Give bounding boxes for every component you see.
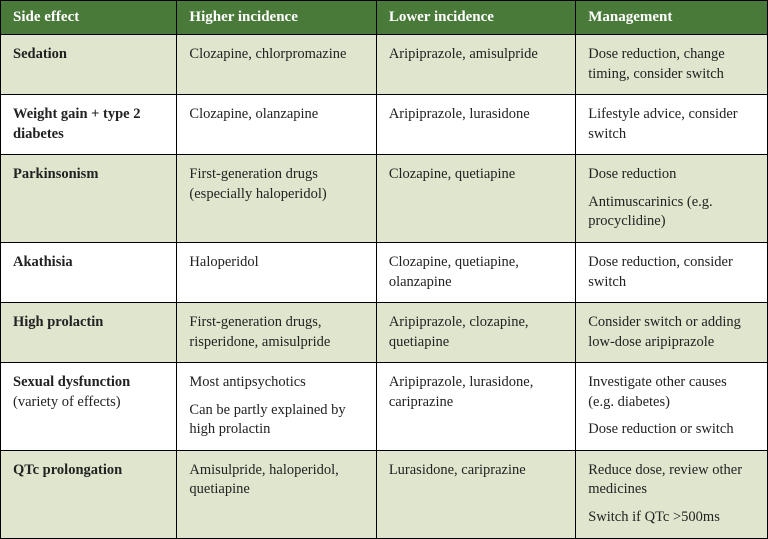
side-effect-sub: (variety of effects) [13,393,164,413]
cell-lower-incidence: Clozapine, quetiapine, olanzapine [376,242,575,302]
cell-management-text: Dose reduction or switch [588,420,755,440]
cell-management: Lifestyle advice, consider switch [576,95,768,155]
side-effect-main: Weight gain + type 2 diabetes [13,106,141,142]
cell-higher-incidence: Haloperidol [177,242,376,302]
col-header-management: Management [576,1,768,35]
cell-lower-incidence-text: Aripiprazole, amisulpride [389,45,563,65]
cell-lower-incidence-text: Clozapine, quetiapine [389,165,563,185]
cell-higher-incidence-text: First-generation drugs, risperidone, ami… [189,313,363,352]
cell-management: Dose reduction, consider switch [576,242,768,302]
side-effect-main: Sexual dysfunction [13,374,130,390]
cell-management-text: Dose reduction, consider switch [588,253,755,292]
cell-side-effect: Parkinsonism [1,155,177,243]
cell-higher-incidence: Most antipsychotics Can be partly explain… [177,363,376,451]
cell-management-text: Dose reduction [588,165,755,185]
cell-higher-incidence: Amisulpride, haloperidol, quetiapine [177,450,376,538]
table-row: Akathisia Haloperidol Clozapine, quetiapin… [1,242,768,302]
table-row: High prolactin First-generation drugs, ri… [1,303,768,363]
table-row: QTc prolongation Amisulpride, haloperidol… [1,450,768,538]
side-effect-main: High prolactin [13,314,103,330]
col-header-lower: Lower incidence [376,1,575,35]
cell-side-effect: Weight gain + type 2 diabetes [1,95,177,155]
col-header-higher: Higher incidence [177,1,376,35]
table-row: Sedation Clozapine, chlorpromazine Aripipr… [1,35,768,95]
cell-lower-incidence-text: Aripiprazole, clozapine, quetiapine [389,313,563,352]
side-effects-table: Side effect Higher incidence Lower incid… [0,0,768,539]
cell-lower-incidence: Lurasidone, cariprazine [376,450,575,538]
cell-lower-incidence: Clozapine, quetiapine [376,155,575,243]
cell-higher-incidence-text: Clozapine, chlorpromazine [189,45,363,65]
cell-higher-incidence: First-generation drugs, risperidone, ami… [177,303,376,363]
cell-management: Dose reduction Antimuscarinics (e.g. proc… [576,155,768,243]
cell-management: Dose reduction, change timing, consider … [576,35,768,95]
cell-lower-incidence: Aripiprazole, lurasidone, cariprazine [376,363,575,451]
cell-management-text: Antimuscarinics (e.g. procyclidine) [588,193,755,232]
table-row: Sexual dysfunction (variety of effects) Mo… [1,363,768,451]
cell-higher-incidence-text: Most antipsychotics [189,373,363,393]
cell-management-text: Investigate other causes (e.g. diabetes) [588,373,755,412]
cell-management: Consider switch or adding low-dose aripi… [576,303,768,363]
side-effect-main: Parkinsonism [13,166,98,182]
cell-higher-incidence-text: Clozapine, olanzapine [189,105,363,125]
cell-higher-incidence-text: Haloperidol [189,253,363,273]
cell-higher-incidence-text: Amisulpride, haloperidol, quetiapine [189,461,363,500]
side-effect-main: Akathisia [13,254,73,270]
cell-side-effect: High prolactin [1,303,177,363]
cell-side-effect: Sedation [1,35,177,95]
cell-management-text: Reduce dose, review other medicines [588,461,755,500]
cell-management: Reduce dose, review other medicines Switc… [576,450,768,538]
cell-lower-incidence-text: Lurasidone, cariprazine [389,461,563,481]
cell-management-text: Dose reduction, change timing, consider … [588,45,755,84]
side-effect-main: QTc prolongation [13,462,122,478]
cell-management-text: Consider switch or adding low-dose aripi… [588,313,755,352]
cell-higher-incidence: Clozapine, chlorpromazine [177,35,376,95]
cell-higher-incidence: First-generation drugs (especially halop… [177,155,376,243]
cell-lower-incidence: Aripiprazole, lurasidone [376,95,575,155]
cell-management: Investigate other causes (e.g. diabetes)… [576,363,768,451]
cell-management-text: Lifestyle advice, consider switch [588,105,755,144]
cell-side-effect: Akathisia [1,242,177,302]
cell-lower-incidence-text: Aripiprazole, lurasidone [389,105,563,125]
table-header-row: Side effect Higher incidence Lower incid… [1,1,768,35]
col-header-side-effect: Side effect [1,1,177,35]
cell-higher-incidence: Clozapine, olanzapine [177,95,376,155]
cell-lower-incidence-text: Clozapine, quetiapine, olanzapine [389,253,563,292]
table-body: Sedation Clozapine, chlorpromazine Aripipr… [1,35,768,539]
cell-lower-incidence: Aripiprazole, clozapine, quetiapine [376,303,575,363]
cell-lower-incidence: Aripiprazole, amisulpride [376,35,575,95]
cell-management-text: Switch if QTc >500ms [588,508,755,528]
cell-higher-incidence-text: Can be partly explained by high prolacti… [189,401,363,440]
table-row: Parkinsonism First-generation drugs (espe… [1,155,768,243]
cell-side-effect: Sexual dysfunction (variety of effects) [1,363,177,451]
cell-higher-incidence-text: First-generation drugs (especially halop… [189,165,363,204]
cell-lower-incidence-text: Aripiprazole, lurasidone, cariprazine [389,373,563,412]
side-effect-main: Sedation [13,46,67,62]
table-row: Weight gain + type 2 diabetes Clozapine, … [1,95,768,155]
cell-side-effect: QTc prolongation [1,450,177,538]
side-effects-table-container: Side effect Higher incidence Lower incid… [0,0,768,539]
